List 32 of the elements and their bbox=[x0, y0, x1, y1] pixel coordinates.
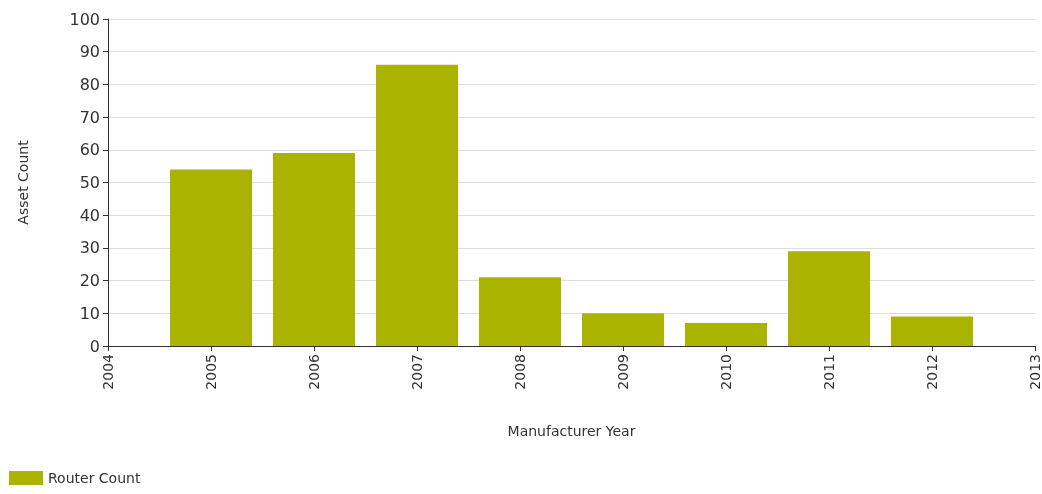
y-tick-label: 80 bbox=[79, 74, 100, 94]
x-tick-label: 2004 bbox=[100, 353, 116, 390]
y-tick-label: 70 bbox=[79, 107, 100, 127]
bar bbox=[273, 153, 355, 346]
x-axis-title: Manufacturer Year bbox=[507, 423, 636, 439]
x-tick-label: 2012 bbox=[924, 354, 940, 390]
bar bbox=[891, 316, 973, 346]
x-tick-label: 2006 bbox=[306, 353, 322, 390]
y-tick-label: 100 bbox=[69, 9, 100, 29]
x-tick-label: 2011 bbox=[821, 354, 837, 390]
legend-label: Router Count bbox=[48, 470, 141, 486]
x-tick-label: 2007 bbox=[409, 354, 425, 390]
bar bbox=[685, 323, 767, 346]
bar bbox=[788, 251, 870, 346]
bar bbox=[376, 64, 458, 346]
y-tick-label: 50 bbox=[79, 173, 100, 192]
bar bbox=[170, 169, 252, 346]
bar bbox=[582, 313, 664, 346]
x-tick-label: 2005 bbox=[203, 354, 219, 390]
y-tick-label: 60 bbox=[79, 140, 100, 160]
x-tick-label: 2013 bbox=[1027, 354, 1042, 390]
y-axis-title: Asset Count bbox=[15, 139, 31, 225]
y-tick-label: 90 bbox=[79, 42, 100, 62]
x-tick-label: 2010 bbox=[718, 354, 734, 390]
y-tick-label: 10 bbox=[79, 303, 100, 323]
y-tick-label: 20 bbox=[79, 271, 100, 291]
y-tick-label: 0 bbox=[89, 336, 100, 356]
bar bbox=[479, 277, 561, 346]
x-tick-label: 2009 bbox=[615, 354, 631, 390]
y-tick-label: 40 bbox=[79, 205, 100, 225]
y-tick-label: 30 bbox=[79, 238, 100, 258]
x-tick-label: 2008 bbox=[512, 354, 528, 390]
